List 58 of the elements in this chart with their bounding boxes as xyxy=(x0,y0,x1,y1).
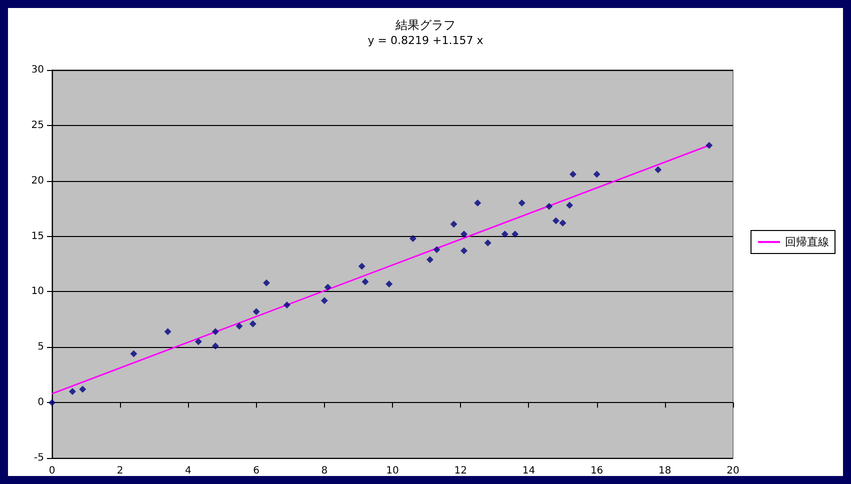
point xyxy=(263,279,270,286)
x-tick-label: 20 xyxy=(726,466,740,476)
x-tick-label: 8 xyxy=(321,466,328,476)
point xyxy=(501,230,508,238)
point xyxy=(164,328,172,336)
point xyxy=(409,235,416,242)
point xyxy=(283,302,290,309)
point xyxy=(130,350,138,358)
x-tick-label: 4 xyxy=(185,466,192,476)
legend-label: 回帰直線 xyxy=(785,236,829,248)
point xyxy=(426,256,434,264)
y-tick-label: 20 xyxy=(31,175,44,186)
point xyxy=(212,328,219,336)
point xyxy=(194,338,202,346)
point xyxy=(249,320,256,328)
point xyxy=(433,246,440,254)
point xyxy=(236,322,243,330)
x-tick-label: 14 xyxy=(522,466,536,476)
point xyxy=(484,239,492,246)
point xyxy=(252,308,260,316)
point xyxy=(320,297,328,304)
point xyxy=(68,388,76,395)
point xyxy=(212,342,219,350)
x-tick-label: 0 xyxy=(48,466,56,476)
x-tick-label: 18 xyxy=(658,466,672,476)
y-tick-label: 25 xyxy=(31,120,44,131)
point xyxy=(79,386,86,393)
point xyxy=(559,219,566,226)
point xyxy=(654,166,662,174)
y-tick-label: 5 xyxy=(38,342,44,353)
point xyxy=(474,200,482,207)
x-tick-label: 10 xyxy=(386,466,399,476)
x-tick-label: 2 xyxy=(116,466,124,476)
point xyxy=(569,170,576,178)
x-tick-label: 16 xyxy=(590,466,604,476)
point xyxy=(324,284,332,291)
point xyxy=(566,202,574,209)
point xyxy=(518,200,526,207)
point xyxy=(450,220,458,228)
point xyxy=(552,217,560,224)
chart-title: 結果グラフ xyxy=(394,18,456,32)
point xyxy=(460,247,468,254)
chart-subtitle: y = 0.8219 +1.157 x xyxy=(368,34,484,47)
y-tick-label: 30 xyxy=(31,64,44,76)
point xyxy=(362,278,369,286)
y-tick-label: 15 xyxy=(31,230,44,242)
point xyxy=(546,202,553,210)
y-tick-label: 10 xyxy=(31,286,44,298)
y-tick-label: 0 xyxy=(38,397,44,408)
point xyxy=(460,230,468,238)
point xyxy=(358,262,366,270)
y-tick-label: -5 xyxy=(34,452,44,464)
x-tick-label: 6 xyxy=(253,466,260,476)
point xyxy=(593,170,600,178)
point xyxy=(386,280,393,288)
x-tick-label: 12 xyxy=(454,466,467,476)
point xyxy=(512,230,519,238)
point xyxy=(706,142,713,149)
